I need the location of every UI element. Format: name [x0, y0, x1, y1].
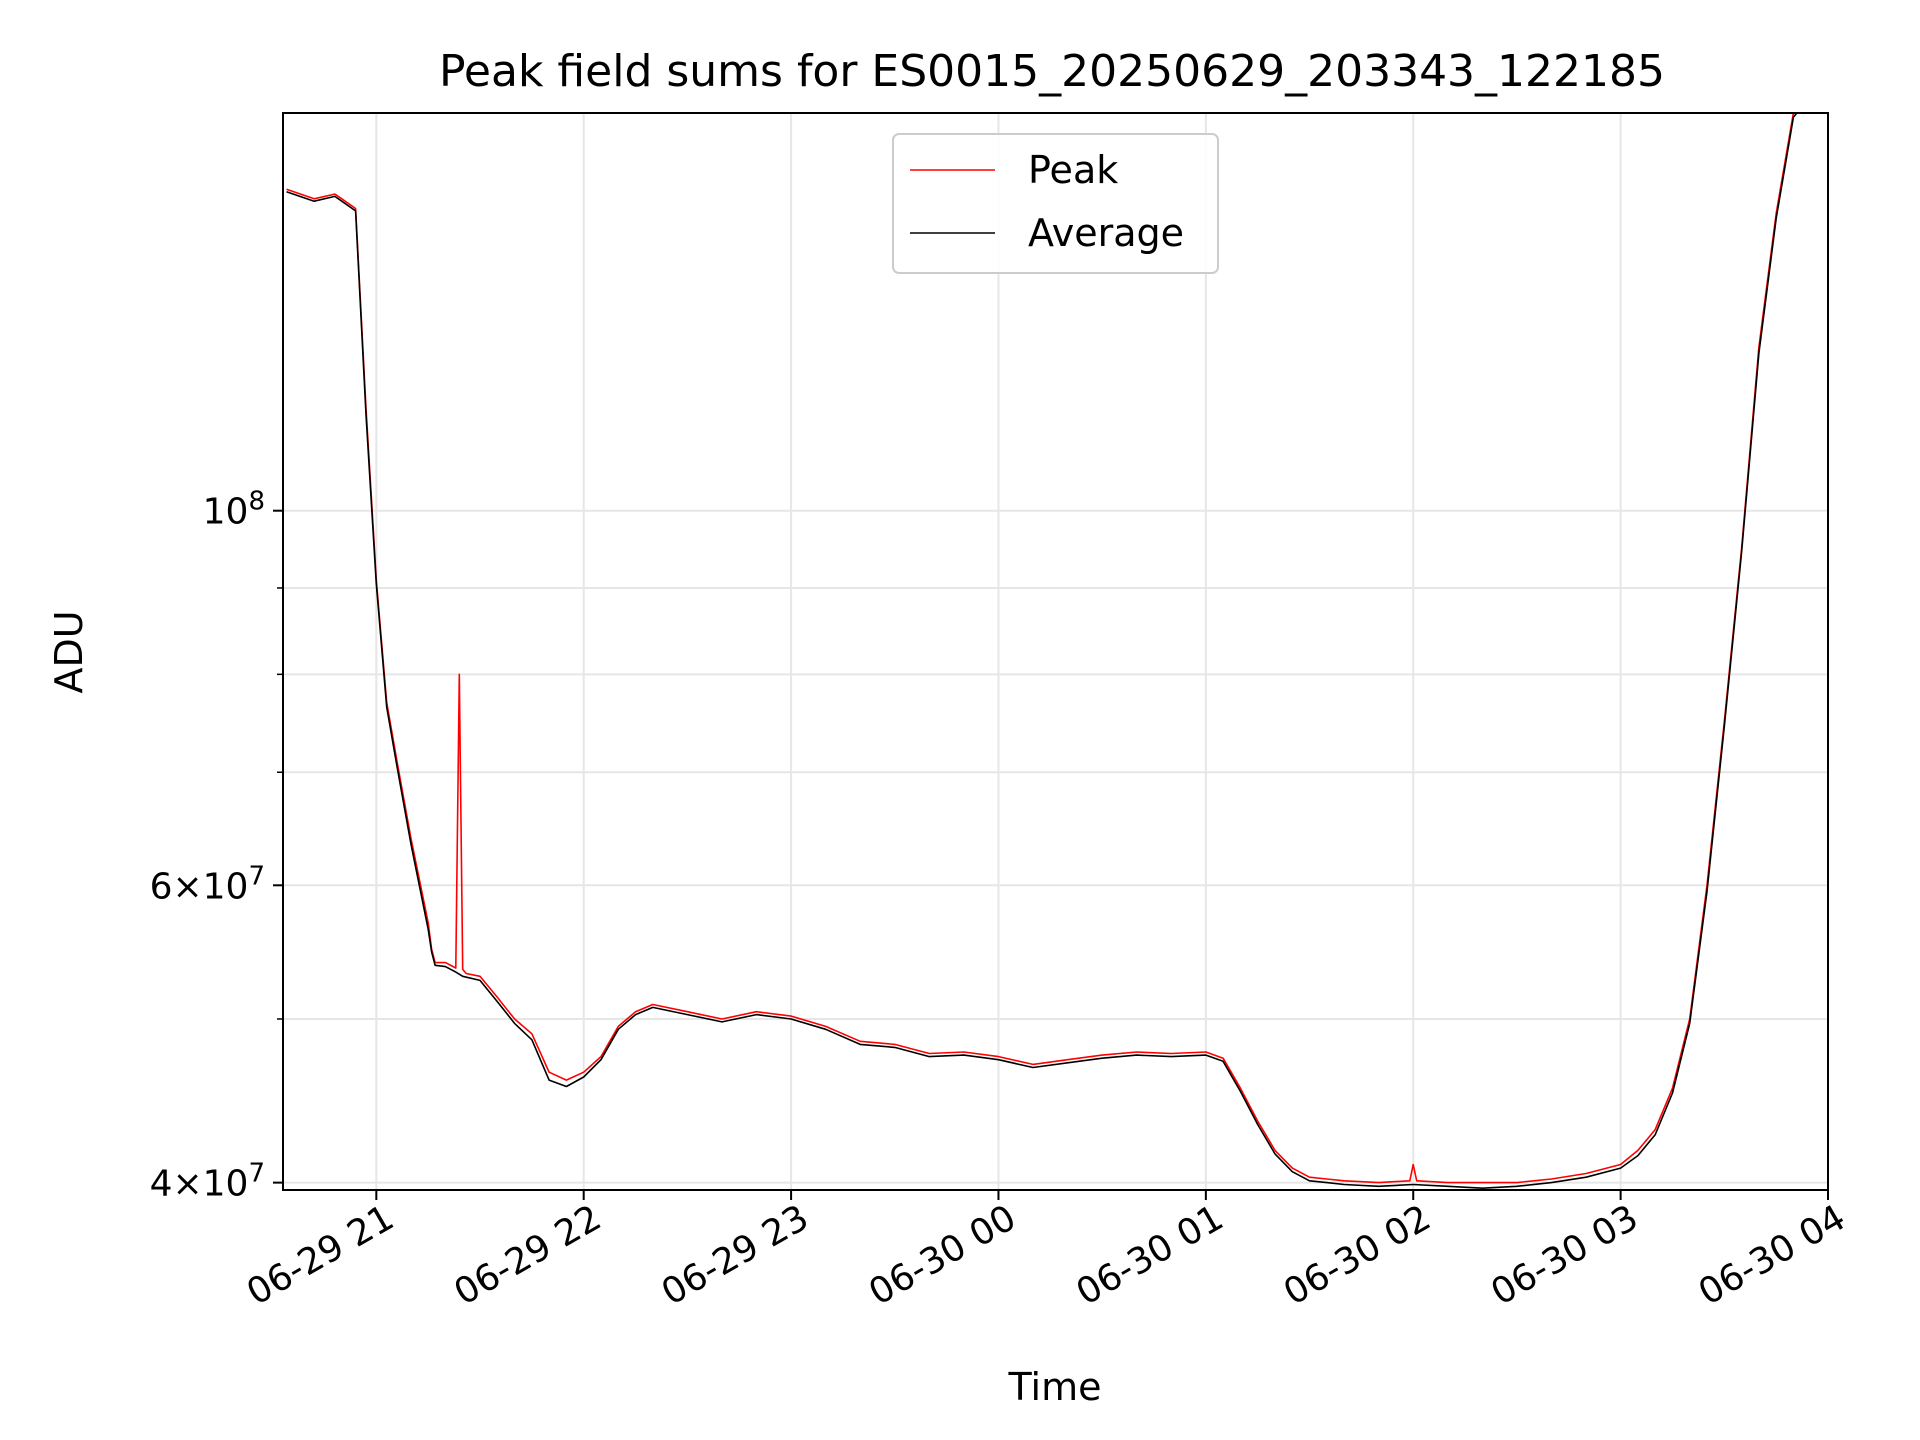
- y-tick-label: 6×107: [150, 861, 265, 907]
- x-axis-label: Time: [1008, 1365, 1102, 1409]
- legend: Peak Average: [892, 133, 1219, 274]
- legend-label-peak: Peak: [1028, 148, 1118, 192]
- y-axis-label: ADU: [47, 610, 91, 693]
- series-line-average: [286, 113, 1798, 1189]
- series-line-peak: [286, 113, 1795, 1184]
- plot-frame: [282, 112, 1829, 1191]
- legend-label-average: Average: [1028, 211, 1184, 255]
- y-tick-label: 4×107: [150, 1159, 265, 1205]
- legend-box: [892, 133, 1219, 274]
- chart-title: Peak field sums for ES0015_20250629_2033…: [439, 46, 1665, 97]
- series-layer: [286, 113, 1798, 1189]
